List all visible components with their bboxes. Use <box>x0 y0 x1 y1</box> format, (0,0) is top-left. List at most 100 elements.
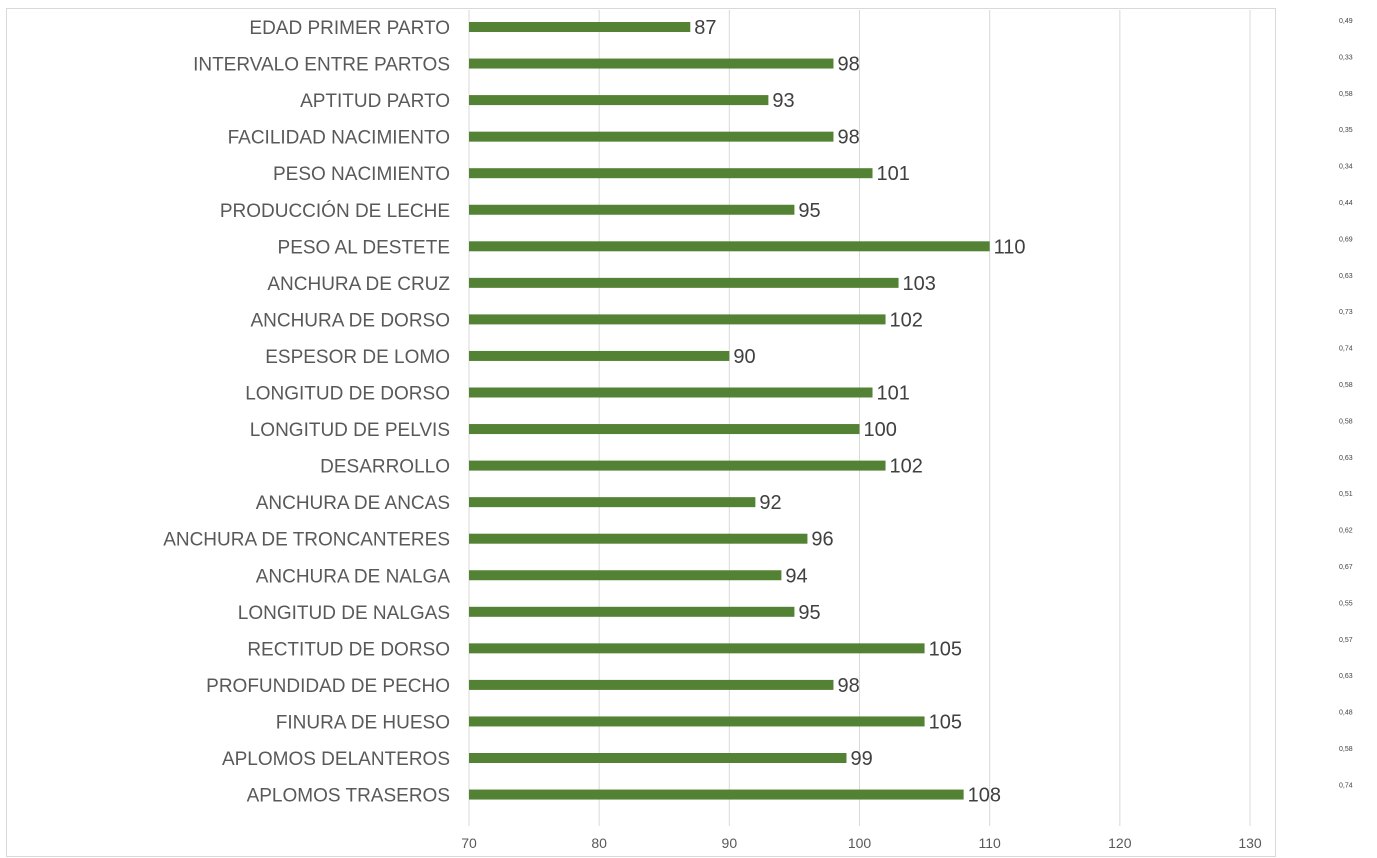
category-label: ANCHURA DE ANCAS <box>256 493 450 514</box>
value-label: 95 <box>798 200 820 222</box>
side-value-label: 0,69 <box>1339 236 1353 243</box>
category-label: FACILIDAD NACIMIENTO <box>228 128 450 149</box>
side-value-label: 0,48 <box>1339 710 1353 717</box>
side-values: 0,49 0,33 0,58 0,35 0,34 0,44 0,69 0,63 0,73 0,74… <box>1339 18 1353 789</box>
bar <box>469 424 860 435</box>
bar <box>469 643 925 654</box>
side-value-label: 0,58 <box>1339 746 1353 753</box>
category-label: ANCHURA DE TRONCANTERES <box>163 530 450 551</box>
bar <box>469 716 925 727</box>
bar <box>469 131 834 142</box>
value-label: 100 <box>864 419 897 441</box>
side-value-label: 0,63 <box>1339 673 1353 680</box>
category-label: ANCHURA DE DORSO <box>250 310 450 331</box>
value-label: 98 <box>837 54 859 76</box>
side-value-label: 0,73 <box>1339 309 1353 316</box>
bar <box>469 277 899 288</box>
bar <box>469 679 834 690</box>
bar <box>469 350 730 361</box>
value-label: 90 <box>733 346 755 368</box>
category-label: ANCHURA DE CRUZ <box>267 274 450 295</box>
value-label: 98 <box>837 675 859 697</box>
value-label: 105 <box>929 638 962 660</box>
category-label: APTITUD PARTO <box>300 91 450 112</box>
category-label: RECTITUD DE DORSO <box>247 639 450 660</box>
x-tick-label: 110 <box>979 835 1002 851</box>
value-label: 99 <box>850 748 872 770</box>
side-value-label: 0,33 <box>1339 54 1353 61</box>
side-value-label: 0,63 <box>1339 455 1353 462</box>
value-label: 95 <box>798 602 820 624</box>
bar <box>469 241 990 252</box>
bar <box>469 606 795 617</box>
value-label: 110 <box>994 236 1026 258</box>
value-label: 93 <box>772 90 794 112</box>
bar <box>469 497 756 508</box>
bar <box>469 387 873 398</box>
bar <box>469 570 782 581</box>
bars <box>469 22 990 800</box>
gridlines <box>468 10 1251 826</box>
x-tick-label: 100 <box>848 835 872 851</box>
bar <box>469 460 886 471</box>
category-label: APLOMOS TRASEROS <box>247 786 450 807</box>
value-label: 98 <box>837 127 859 149</box>
side-value-label: 0,55 <box>1339 600 1353 607</box>
side-value-label: 0,58 <box>1339 382 1353 389</box>
value-label: 102 <box>890 456 923 478</box>
value-label: 101 <box>877 163 910 185</box>
side-value-label: 0,74 <box>1339 346 1353 353</box>
side-value-label: 0,35 <box>1339 127 1353 134</box>
side-value-label: 0,44 <box>1339 200 1353 207</box>
value-label: 101 <box>877 383 910 405</box>
category-label: EDAD PRIMER PARTO <box>249 18 450 39</box>
bar <box>469 753 847 763</box>
side-value-label: 0,62 <box>1339 528 1353 535</box>
x-tick-label: 70 <box>461 835 477 851</box>
category-label: FINURA DE HUESO <box>276 712 450 733</box>
bar <box>469 168 873 179</box>
value-label: 108 <box>968 785 1001 807</box>
bar <box>469 22 691 32</box>
category-label: DESARROLLO <box>320 457 450 478</box>
category-label: APLOMOS DELANTEROS <box>222 749 450 770</box>
bar <box>469 789 964 800</box>
value-label: 105 <box>929 711 962 733</box>
category-label: ANCHURA DE NALGA <box>256 566 451 587</box>
category-label: PESO AL DESTETE <box>278 237 450 258</box>
x-tick-label: 130 <box>1238 835 1262 851</box>
x-tick-label: 90 <box>722 835 738 851</box>
category-label: PROFUNDIDAD DE PECHO <box>206 676 450 697</box>
category-label: LONGITUD DE NALGAS <box>238 603 450 624</box>
value-label: 102 <box>890 309 923 331</box>
bar <box>469 95 769 106</box>
x-tick-label: 80 <box>591 835 607 851</box>
side-value-label: 0,74 <box>1339 782 1353 789</box>
bar <box>469 314 886 325</box>
bar <box>469 204 795 215</box>
side-value-label: 0,58 <box>1339 418 1353 425</box>
category-labels: EDAD PRIMER PARTO INTERVALO ENTRE PARTOS A… <box>163 18 450 807</box>
x-tick-label: 120 <box>1108 835 1132 851</box>
category-label: LONGITUD DE DORSO <box>245 384 450 405</box>
category-label: PRODUCCIÓN DE LECHE <box>220 200 450 222</box>
value-label: 92 <box>759 492 781 514</box>
value-label: 87 <box>694 17 716 39</box>
chart-frame <box>6 8 1276 857</box>
value-label: 96 <box>811 529 833 551</box>
category-label: PESO NACIMIENTO <box>273 164 450 185</box>
side-value-label: 0,63 <box>1339 273 1353 280</box>
bar <box>469 58 834 69</box>
side-value-label: 0,57 <box>1339 637 1353 644</box>
side-value-label: 0,67 <box>1339 564 1353 571</box>
bar <box>469 533 808 544</box>
side-value-label: 0,34 <box>1339 164 1353 171</box>
category-label: LONGITUD DE PELVIS <box>250 420 450 441</box>
side-value-label: 0,51 <box>1339 491 1353 498</box>
x-axis-ticks: 70 80 90 100 110 120 130 <box>461 835 1262 851</box>
category-label: ESPESOR DE LOMO <box>265 347 450 368</box>
side-value-label: 0,49 <box>1339 18 1353 25</box>
value-label: 94 <box>785 565 807 587</box>
